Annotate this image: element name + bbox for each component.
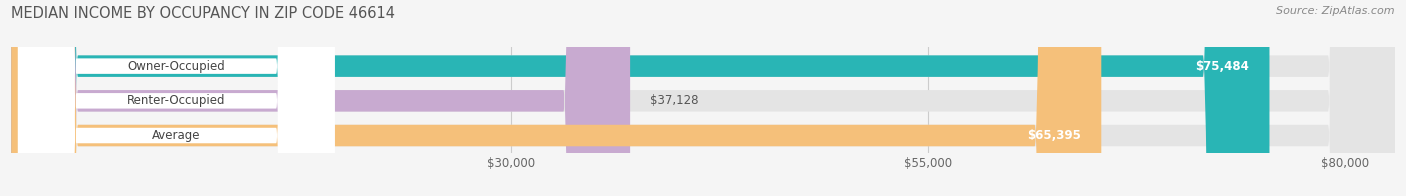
Text: $65,395: $65,395 [1028,129,1081,142]
FancyBboxPatch shape [11,0,1395,196]
FancyBboxPatch shape [11,0,1101,196]
Text: Average: Average [152,129,201,142]
FancyBboxPatch shape [11,0,1395,196]
FancyBboxPatch shape [11,0,1270,196]
FancyBboxPatch shape [18,0,335,196]
Text: $37,128: $37,128 [650,94,699,107]
Text: MEDIAN INCOME BY OCCUPANCY IN ZIP CODE 46614: MEDIAN INCOME BY OCCUPANCY IN ZIP CODE 4… [11,6,395,21]
Text: Renter-Occupied: Renter-Occupied [127,94,225,107]
Text: $75,484: $75,484 [1195,60,1250,73]
Text: Owner-Occupied: Owner-Occupied [128,60,225,73]
FancyBboxPatch shape [11,0,630,196]
FancyBboxPatch shape [18,0,335,196]
Text: Source: ZipAtlas.com: Source: ZipAtlas.com [1277,6,1395,16]
FancyBboxPatch shape [18,0,335,196]
FancyBboxPatch shape [11,0,1395,196]
